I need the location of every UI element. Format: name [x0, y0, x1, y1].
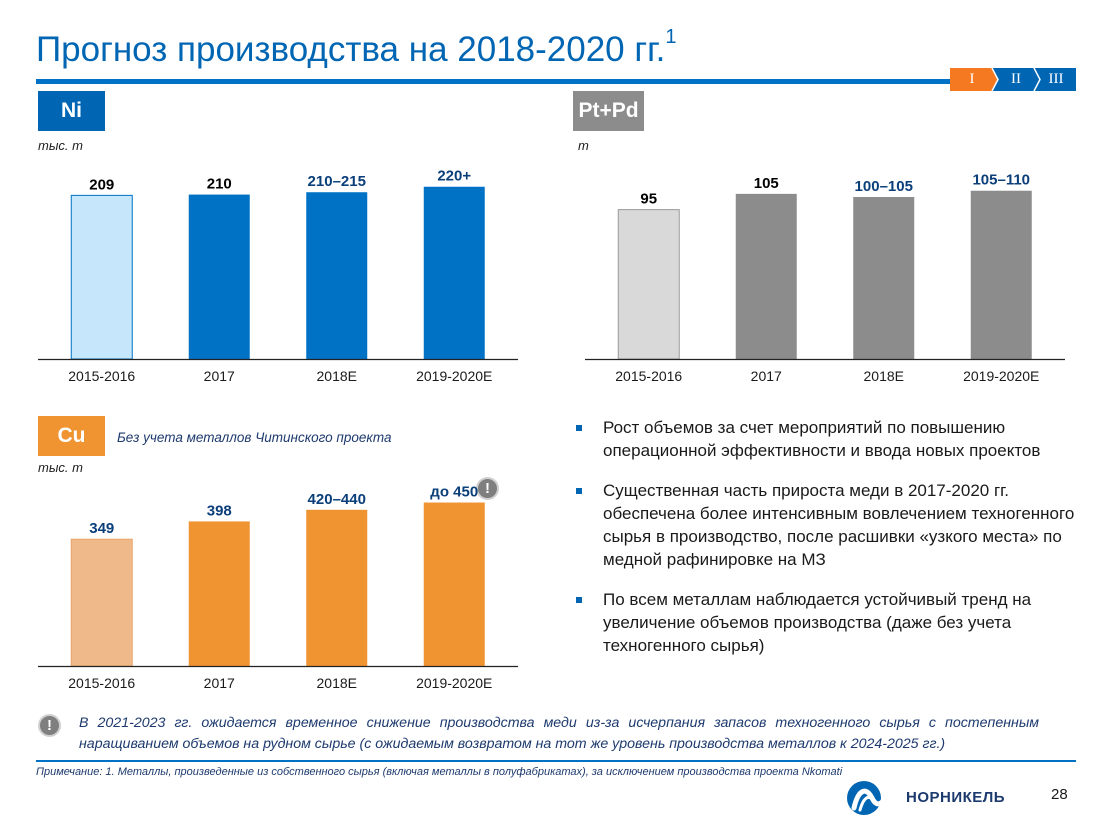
ni-chart-svg: 209 2015-2016 210 2017 210–215 2018E 220+ 2019-…	[38, 168, 518, 384]
page-title-text: Прогноз производства на 2018-2020 гг.	[36, 30, 666, 69]
pgm-bar	[853, 197, 915, 359]
ni-data-label: 210	[207, 176, 232, 193]
ni-bar	[423, 186, 485, 359]
footnote-remark: Примечание: 1. Металлы, произведенные из…	[36, 766, 843, 778]
ni-data-label: 220+	[437, 168, 471, 185]
cu-data-label: 398	[207, 502, 232, 519]
cu-data-label: 420–440	[308, 491, 366, 508]
key-point-text: Рост объемов за счет мероприятий по повы…	[603, 418, 1041, 460]
section-nav-shapes	[950, 68, 1076, 91]
pgm-category-label: 2018E	[864, 368, 904, 384]
exclamation-icon: !	[476, 477, 499, 500]
key-point-text: Существенная часть прироста меди в 2017-…	[603, 481, 1075, 569]
key-point-text: По всем металлам наблюдается устойчивый …	[603, 590, 1032, 655]
tab-section-2[interactable]: II	[1011, 71, 1021, 87]
exclamation-icon: !	[38, 714, 61, 737]
ni-category-label: 2015-2016	[68, 368, 135, 384]
tab-section-3[interactable]: III	[1048, 71, 1064, 87]
cu-category-label: 2015-2016	[68, 675, 135, 691]
page-number: 28	[1051, 786, 1068, 803]
cu-note: Без учета металлов Читинского проекта	[117, 430, 392, 445]
ni-data-label: 209	[89, 176, 114, 193]
pgm-category-label: 2019-2020E	[963, 368, 1039, 384]
ni-bar	[306, 192, 368, 359]
copper-outlook-note: В 2021-2023 гг. ожидается временное сниж…	[79, 715, 1039, 752]
section-nav: I II III	[950, 68, 1076, 91]
company-logo: НОРНИКЕЛЬ	[846, 780, 1016, 816]
ni-badge: Ni	[38, 91, 105, 131]
bullet-marker	[576, 488, 582, 494]
ni-data-label: 210–215	[308, 173, 366, 190]
pgm-category-label: 2015-2016	[615, 368, 682, 384]
ni-bar	[70, 194, 133, 360]
pgm-data-label: 100–105	[855, 178, 913, 195]
cu-bar-chart: 349 2015-2016 398 2017 420–440 2018E до 450 201…	[38, 470, 518, 702]
key-point: По всем металлам наблюдается устойчивый …	[575, 588, 1080, 657]
nav-tab-divider-2	[1033, 68, 1041, 91]
cu-category-label: 2017	[204, 675, 235, 691]
ni-unit-label: тыс. т	[38, 138, 83, 153]
nornickel-logo-icon	[847, 781, 891, 815]
nav-tab-shape-2	[992, 68, 1040, 91]
cu-bar	[306, 509, 368, 666]
tab-section-1[interactable]: I	[969, 71, 975, 87]
pgm-badge: Pt+Pd	[573, 91, 644, 131]
ni-bar	[188, 194, 250, 359]
pgm-data-label: 95	[640, 191, 657, 208]
ni-category-label: 2019-2020E	[416, 368, 492, 384]
pgm-data-label: 105–110	[972, 172, 1030, 189]
footer-rule	[36, 760, 1076, 762]
cu-bar	[188, 521, 250, 666]
nav-tab-shape-3	[1034, 68, 1076, 91]
title-rule	[36, 79, 1076, 84]
cu-badge: Cu	[38, 416, 105, 456]
pgm-bar	[617, 209, 680, 360]
pgm-unit-label: т	[578, 138, 589, 153]
ni-category-label: 2017	[204, 368, 235, 384]
key-point: Рост объемов за счет мероприятий по повы…	[575, 416, 1080, 462]
cu-chart-svg: 349 2015-2016 398 2017 420–440 2018E до 450 201…	[38, 484, 518, 691]
ni-bar-chart: 209 2015-2016 210 2017 210–215 2018E 220+ 2019-…	[38, 165, 518, 395]
cu-data-label: до 450	[430, 484, 478, 501]
cu-bar	[70, 538, 133, 667]
title-footnote-mark: 1	[665, 26, 677, 48]
cu-unit-label: тыс. т	[38, 460, 83, 475]
pgm-bar	[970, 190, 1032, 359]
bullet-marker	[576, 597, 582, 603]
nav-tab-shape-1	[950, 68, 998, 91]
bullet-marker	[576, 425, 582, 431]
pgm-data-label: 105	[754, 175, 779, 192]
nav-tab-divider-1	[991, 68, 999, 91]
key-point: Существенная часть прироста меди в 2017-…	[575, 479, 1080, 571]
pgm-category-label: 2017	[751, 368, 782, 384]
pgm-bar	[735, 193, 797, 359]
ni-category-label: 2018E	[317, 368, 357, 384]
cu-data-label: 349	[89, 520, 114, 537]
cu-category-label: 2019-2020E	[416, 675, 492, 691]
page-title: Прогноз производства на 2018-2020 гг.1	[36, 26, 676, 70]
pgm-bar-chart: 95 2015-2016 105 2017 100–105 2018E 105–110 201…	[585, 165, 1065, 395]
pgm-chart-svg: 95 2015-2016 105 2017 100–105 2018E 105–110 201…	[585, 172, 1065, 384]
key-points-list: Рост объемов за счет мероприятий по повы…	[575, 416, 1080, 674]
logo-text: НОРНИКЕЛЬ	[906, 789, 1006, 806]
cu-category-label: 2018E	[317, 675, 357, 691]
cu-bar	[423, 502, 485, 666]
